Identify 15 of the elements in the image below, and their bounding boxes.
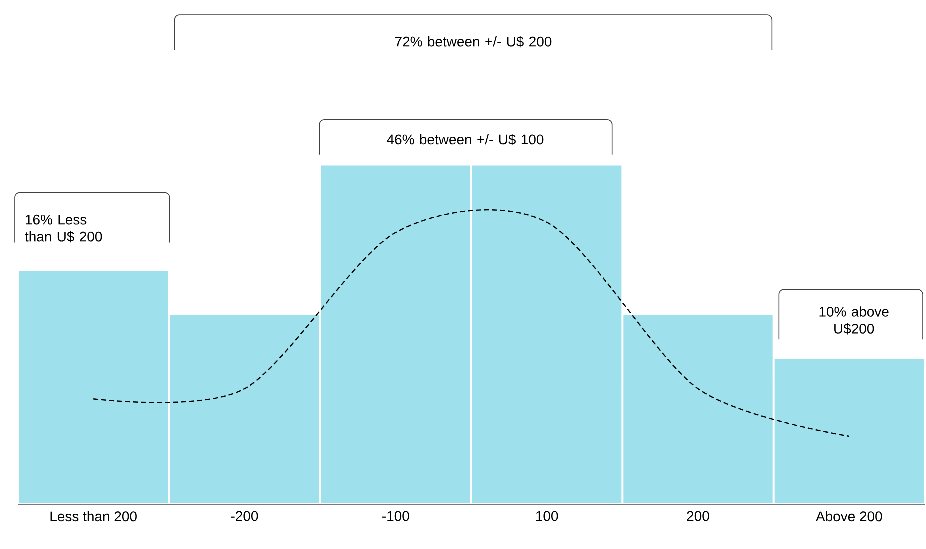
- annotation: 10% above U$200: [820, 306, 889, 334]
- bar: [18, 270, 170, 504]
- x-tick-label: Less than 200: [50, 511, 137, 522]
- text: 72% between +/- U$ 200: [396, 36, 552, 48]
- x-tick-label: -100: [382, 511, 410, 522]
- bar: [320, 164, 472, 504]
- x-tick-label: 100: [536, 511, 558, 522]
- bar: [622, 314, 774, 504]
- text: 46% between +/- U$ 100: [387, 134, 544, 146]
- bar: [471, 164, 623, 504]
- x-tick-label: 200: [687, 511, 710, 522]
- annotation: 16% Less than U$ 200: [25, 214, 102, 242]
- bar: [169, 314, 320, 504]
- x-tick-label: -200: [231, 511, 258, 522]
- x-tick-label: Above 200: [816, 511, 882, 522]
